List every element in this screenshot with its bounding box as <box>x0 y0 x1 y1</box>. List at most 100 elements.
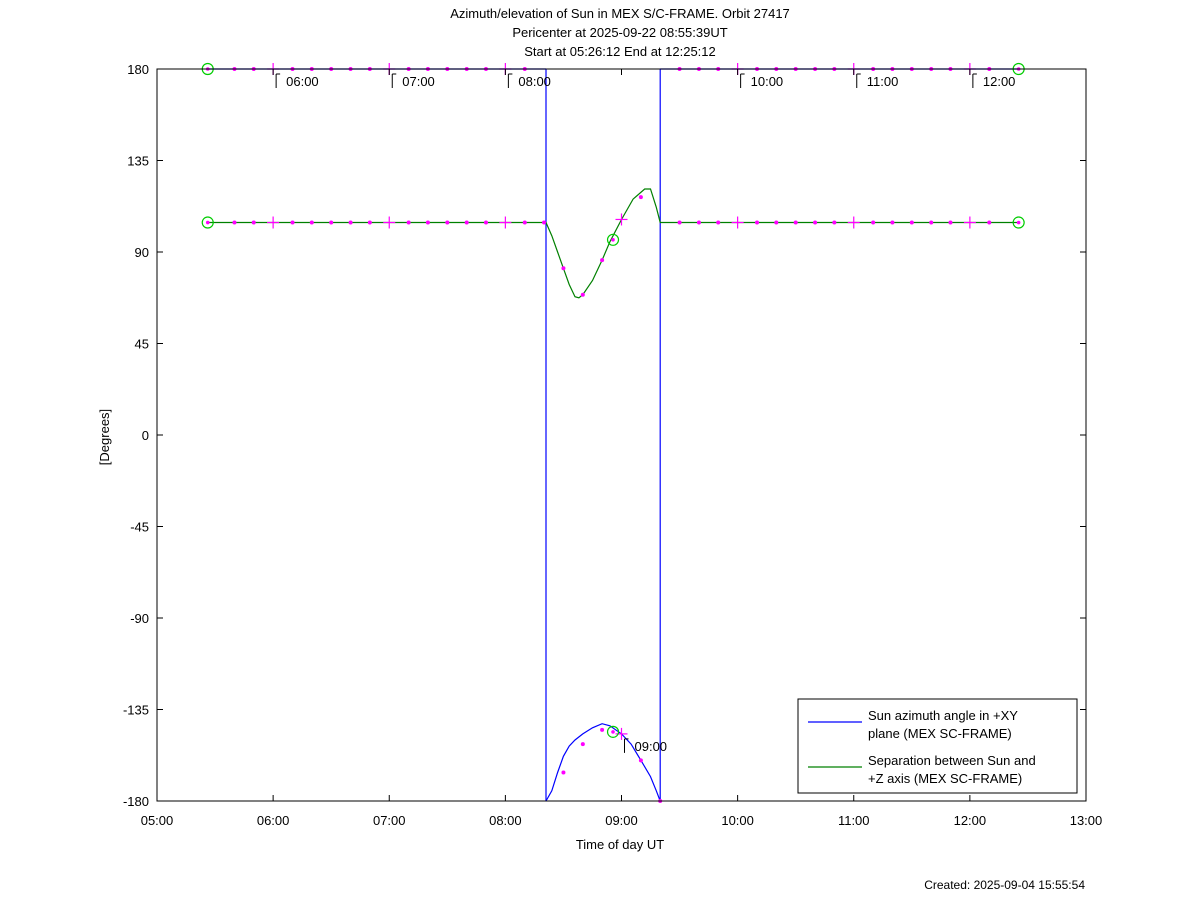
circle-marker <box>1012 216 1025 229</box>
plot-frame <box>156 68 1087 802</box>
footer-created: Created: 2025-09-04 15:55:54 <box>924 878 1085 892</box>
dot-marker <box>561 770 566 775</box>
y-tick-label: -180 <box>123 794 149 809</box>
time-labels: 06:00 07:00 08:00 10:00 11:00 12:00 09:00 <box>275 73 1016 754</box>
axes: 05:00 06:00 07:00 08:00 09:00 10:00 11:00 12:00… <box>123 62 1102 828</box>
dot-marker <box>251 220 256 225</box>
time-label: 06:00 <box>275 73 319 89</box>
y-tick-label: -90 <box>130 611 149 626</box>
x-tick-label: 13:00 <box>1070 813 1103 828</box>
x-tick-label: 06:00 <box>257 813 290 828</box>
time-label-text: 06:00 <box>286 74 319 89</box>
plus-marker <box>383 216 396 229</box>
markers <box>201 62 1025 803</box>
dot-marker <box>909 220 914 225</box>
circle-marker <box>606 233 620 246</box>
time-label: 10:00 <box>740 73 784 89</box>
title-line-1: Azimuth/elevation of Sun in MEX S/C-FRAM… <box>450 6 790 21</box>
dot-marker <box>793 220 798 225</box>
y-tick-label: -45 <box>130 520 149 535</box>
time-label-text: 08:00 <box>518 74 551 89</box>
dot-marker <box>367 220 372 225</box>
dot-marker <box>483 220 488 225</box>
x-tick-label: 11:00 <box>838 813 870 828</box>
circle-marker-center <box>1016 220 1021 225</box>
dot-marker <box>716 220 721 225</box>
series-lines <box>207 68 1019 802</box>
dot-marker <box>232 220 237 225</box>
time-label: 11:00 <box>856 73 899 89</box>
dot-marker <box>561 266 566 271</box>
title-line-3: Start at 05:26:12 End at 12:25:12 <box>524 44 716 59</box>
circle-marker-center <box>611 238 615 242</box>
x-tick-label: 05:00 <box>141 813 174 828</box>
dot-marker <box>600 258 605 263</box>
y-tick-label: -135 <box>123 703 149 718</box>
dot-marker <box>871 220 876 225</box>
dot-marker <box>638 195 643 200</box>
series-1-segment-3 <box>545 723 661 802</box>
y-tick-label: 180 <box>127 62 149 77</box>
dot-marker <box>542 220 547 225</box>
plus-marker <box>267 216 280 229</box>
y-tick-label: 135 <box>127 154 149 169</box>
time-label: 07:00 <box>391 73 435 89</box>
legend-label-1: plane (MEX SC-FRAME) <box>868 726 1012 741</box>
dot-marker <box>813 220 818 225</box>
legend-label-2: +Z axis (MEX SC-FRAME) <box>868 771 1022 786</box>
time-label-text: 09:00 <box>635 739 668 754</box>
dot-marker <box>638 758 643 763</box>
dot-marker <box>580 292 585 297</box>
dot-marker <box>929 220 934 225</box>
time-label: 12:00 <box>972 73 1016 89</box>
y-tick-label: 0 <box>142 428 149 443</box>
dot-marker <box>522 220 527 225</box>
circle-marker-center <box>205 220 210 225</box>
circle-marker-center <box>611 730 615 734</box>
x-tick-label: 09:00 <box>605 813 638 828</box>
time-label-text: 10:00 <box>751 74 784 89</box>
y-axis-label: [Degrees] <box>97 409 112 465</box>
time-label-text: 12:00 <box>983 74 1016 89</box>
x-axis-label: Time of day UT <box>576 837 664 852</box>
dot-marker <box>832 220 837 225</box>
dot-marker <box>348 220 353 225</box>
plus-marker <box>731 216 744 229</box>
series-2-segment-1 <box>207 188 1019 299</box>
dot-marker <box>425 220 430 225</box>
dot-marker <box>309 220 314 225</box>
dot-marker <box>445 220 450 225</box>
dot-marker <box>755 220 760 225</box>
time-label-text: 07:00 <box>402 74 435 89</box>
dot-marker <box>406 220 411 225</box>
plus-marker <box>615 213 628 226</box>
chart-title: Azimuth/elevation of Sun in MEX S/C-FRAM… <box>450 6 790 59</box>
plus-marker <box>963 216 976 229</box>
time-label-text: 11:00 <box>867 74 899 89</box>
dot-marker <box>464 220 469 225</box>
x-tick-label: 08:00 <box>489 813 522 828</box>
legend: Sun azimuth angle in +XY plane (MEX SC-FR… <box>797 698 1078 794</box>
y-tick-label: 90 <box>135 245 149 260</box>
plus-marker <box>847 216 860 229</box>
title-line-2: Pericenter at 2025-09-22 08:55:39UT <box>512 25 727 40</box>
circle-marker <box>606 725 620 738</box>
time-label: 09:00 <box>624 738 668 754</box>
dot-marker <box>290 220 295 225</box>
x-tick-label: 07:00 <box>373 813 406 828</box>
dot-marker <box>696 220 701 225</box>
time-label: 08:00 <box>507 73 551 89</box>
dot-marker <box>987 220 992 225</box>
plus-marker <box>499 216 512 229</box>
dot-marker <box>600 727 605 732</box>
dot-marker <box>890 220 895 225</box>
dot-marker <box>948 220 953 225</box>
dot-marker <box>677 220 682 225</box>
dot-marker <box>329 220 334 225</box>
x-tick-label: 12:00 <box>954 813 987 828</box>
legend-box <box>797 698 1078 794</box>
dot-marker <box>580 742 585 747</box>
x-tick-label: 10:00 <box>721 813 754 828</box>
dot-marker <box>774 220 779 225</box>
